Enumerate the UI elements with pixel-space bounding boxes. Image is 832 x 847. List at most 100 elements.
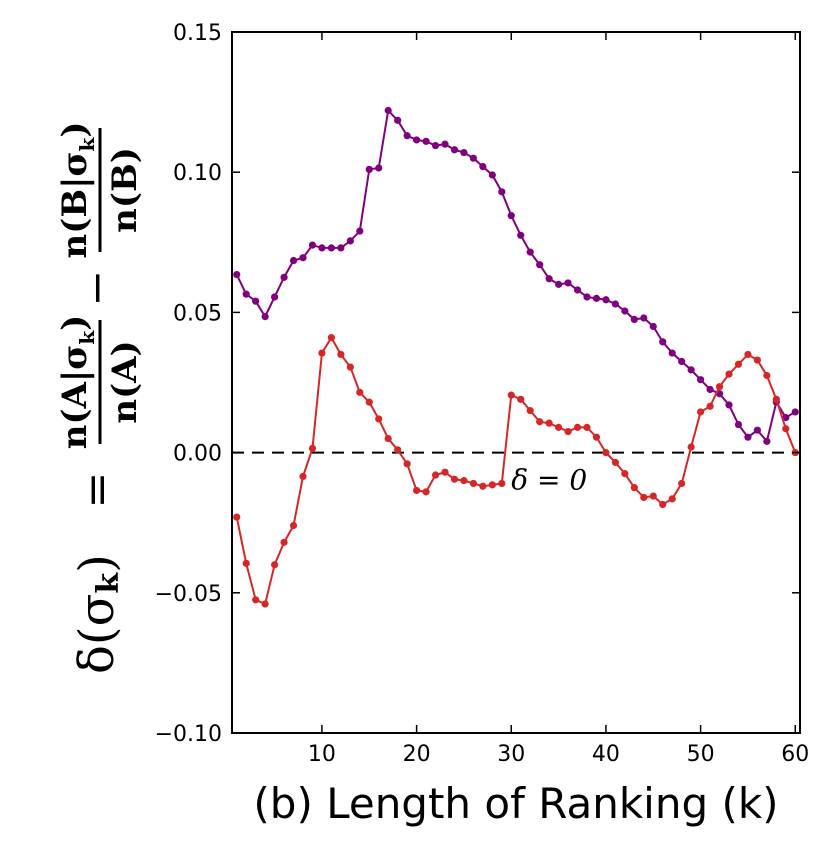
- data-point: [337, 350, 345, 359]
- data-point: [233, 513, 241, 521]
- data-point: [573, 286, 582, 294]
- x-tick-label: 10: [308, 742, 336, 767]
- plot-area: [231, 31, 801, 734]
- data-point: [706, 385, 714, 394]
- data-point: [271, 293, 279, 301]
- data-point: [734, 360, 743, 368]
- y-label-frac-a-den: n(A): [105, 340, 145, 423]
- data-point: [583, 293, 591, 301]
- data-point: [356, 227, 364, 235]
- plot-frame: [231, 31, 801, 734]
- data-point: [621, 470, 629, 478]
- x-tick-label: 30: [497, 742, 525, 767]
- data-point: [592, 294, 601, 302]
- y-label-frac-b-den: n(B): [105, 147, 145, 233]
- data-point: [649, 322, 657, 331]
- data-point: [394, 446, 402, 454]
- data-point: [479, 162, 487, 171]
- data-point: [356, 388, 364, 396]
- data-point: [564, 427, 572, 436]
- data-point: [621, 307, 629, 315]
- data-point: [536, 418, 544, 426]
- data-point: [346, 237, 354, 245]
- y-tick-label: 0.15: [173, 21, 222, 46]
- data-point: [640, 493, 648, 502]
- data-point: [469, 479, 477, 488]
- y-label-delta-sigma: δ(σk): [69, 554, 127, 674]
- data-point: [659, 500, 667, 509]
- data-point: [242, 559, 250, 567]
- data-point: [271, 561, 279, 569]
- data-point: [526, 248, 534, 256]
- data-point: [687, 366, 695, 374]
- y-tick-label: 0.00: [173, 442, 222, 467]
- data-point: [403, 460, 411, 468]
- data-point: [507, 391, 515, 399]
- data-point: [460, 477, 468, 485]
- data-point: [498, 479, 506, 488]
- y-label-prefix-close: ): [69, 554, 125, 573]
- data-point: [431, 141, 440, 150]
- data-point: [706, 402, 714, 410]
- data-point: [289, 256, 298, 265]
- series-purple: [233, 106, 799, 445]
- data-point: [327, 334, 335, 342]
- y-axis-label: δ(σk) = n(A|σk) n(A) − n(B|σk) n(B): [55, 122, 145, 674]
- data-point: [441, 140, 449, 148]
- data-point: [517, 395, 525, 403]
- data-point: [545, 275, 553, 283]
- data-point: [602, 449, 610, 457]
- y-label-frac-a-sub: k: [75, 330, 99, 345]
- data-point: [469, 154, 477, 162]
- data-point: [753, 356, 762, 364]
- data-point: [308, 241, 317, 249]
- data-point: [365, 165, 373, 173]
- data-point: [678, 357, 686, 366]
- data-point: [289, 521, 298, 530]
- data-point: [753, 426, 762, 434]
- data-point: [233, 270, 241, 279]
- data-point: [791, 408, 799, 416]
- data-point: [668, 349, 676, 357]
- data-point: [242, 290, 250, 298]
- data-point: [413, 486, 421, 495]
- y-label-frac-b-sub: k: [75, 136, 99, 151]
- series-red: [233, 334, 799, 608]
- data-point: [715, 383, 724, 391]
- data-point: [611, 458, 620, 467]
- data-point: [744, 433, 752, 441]
- x-tick-label: 40: [592, 742, 620, 767]
- data-point: [318, 349, 326, 357]
- data-point: [375, 164, 383, 172]
- y-label-frac-a-close: ): [55, 315, 95, 331]
- data-point: [346, 363, 354, 371]
- data-point: [308, 444, 317, 452]
- y-label-frac-a-num: n(A|σk): [55, 315, 99, 450]
- data-point: [772, 395, 780, 403]
- data-point: [611, 300, 620, 308]
- data-point: [555, 280, 563, 288]
- data-point: [782, 413, 790, 422]
- data-point: [394, 116, 402, 124]
- y-label-minus: −: [72, 270, 123, 307]
- data-point: [649, 492, 657, 500]
- data-point: [479, 482, 487, 490]
- data-point: [630, 315, 638, 324]
- y-tick-label: 0.05: [173, 301, 222, 326]
- data-point: [299, 472, 307, 481]
- data-point: [375, 415, 383, 423]
- y-tick-label: 0.10: [173, 161, 222, 186]
- data-point: [668, 495, 676, 503]
- data-point: [450, 475, 459, 483]
- data-point: [488, 481, 496, 489]
- x-axis-label: (b) Length of Ranking (k): [253, 779, 778, 828]
- data-point: [697, 376, 705, 384]
- data-point: [488, 171, 496, 179]
- data-point: [422, 488, 430, 496]
- data-point: [763, 371, 771, 380]
- y-label-equals: =: [72, 472, 123, 509]
- data-point: [413, 136, 421, 144]
- data-point: [498, 188, 506, 196]
- y-label-prefix: δ(σ: [69, 594, 125, 674]
